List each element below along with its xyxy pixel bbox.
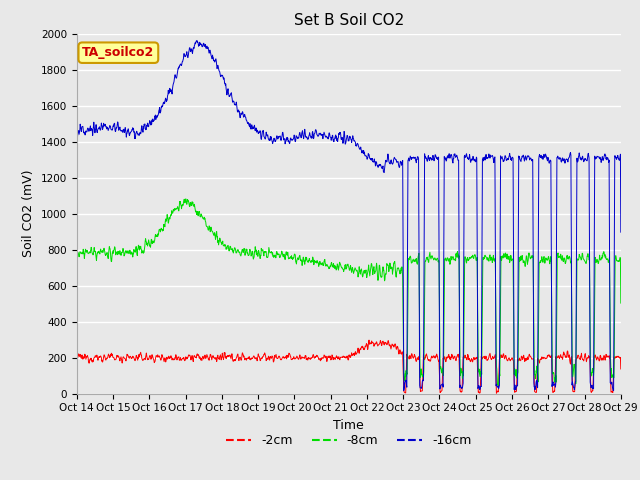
X-axis label: Time: Time (333, 419, 364, 432)
Y-axis label: Soil CO2 (mV): Soil CO2 (mV) (22, 170, 35, 257)
Legend: -2cm, -8cm, -16cm: -2cm, -8cm, -16cm (221, 429, 476, 452)
Title: Set B Soil CO2: Set B Soil CO2 (294, 13, 404, 28)
Text: TA_soilco2: TA_soilco2 (82, 46, 154, 59)
